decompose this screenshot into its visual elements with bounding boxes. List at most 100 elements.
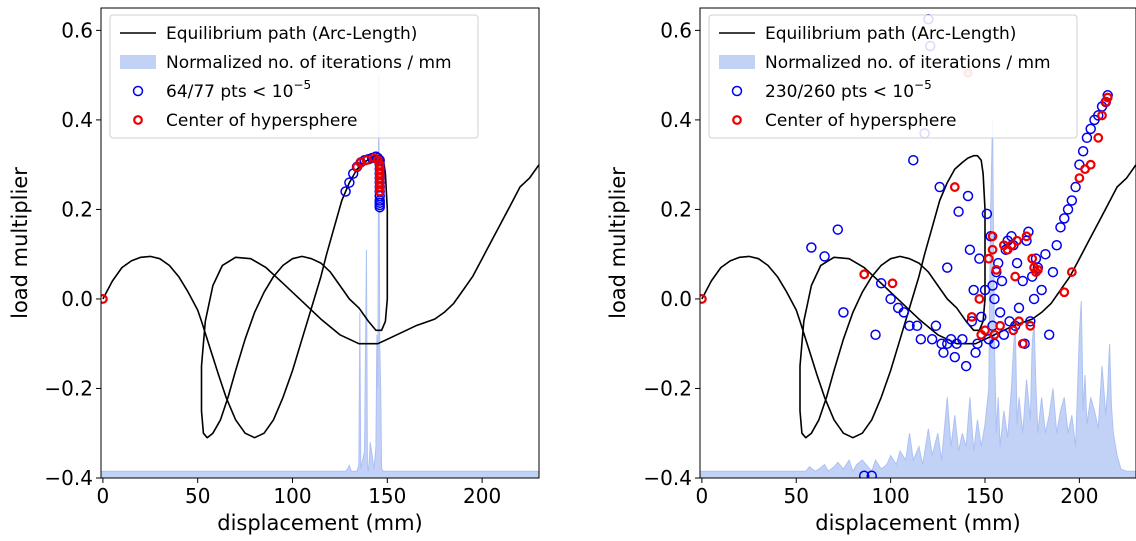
converged-point	[998, 329, 1010, 341]
y-axis-label: load multiplier	[606, 167, 630, 319]
converged-point	[838, 307, 849, 318]
legend-center-swatch	[732, 115, 742, 125]
converged-point	[898, 307, 910, 318]
legend-label: Equilibrium path (Arc-Length)	[166, 24, 417, 44]
y-tick-label: 0.2	[660, 197, 692, 221]
x-tick-label: 50	[185, 484, 210, 508]
converged-point	[1043, 329, 1055, 341]
converged-point	[996, 275, 1008, 287]
hypersphere-center	[374, 173, 385, 183]
converged-point	[989, 293, 1000, 305]
converged-point	[1070, 181, 1081, 193]
converged-point	[806, 242, 817, 253]
legend-patch-swatch	[120, 55, 156, 69]
x-tick-label: 100	[273, 484, 311, 508]
hypersphere-center	[374, 177, 385, 188]
hypersphere-center	[989, 329, 1000, 340]
converged-point	[1093, 110, 1104, 121]
converged-point	[344, 177, 355, 188]
hypersphere-center	[101, 294, 108, 304]
y-tick-label: 0.4	[660, 108, 692, 132]
converged-point	[908, 154, 919, 166]
converged-point	[832, 224, 844, 235]
converged-point	[964, 244, 976, 255]
converged-point	[340, 186, 351, 197]
hypersphere-center	[983, 253, 994, 264]
converged-point	[1013, 302, 1025, 314]
hypersphere-center	[859, 269, 870, 280]
chart-panel-left: 0 50 100 150 200 −0.4 −0.2 0.0 0.2 0.4 0.6 displac…	[8, 7, 540, 535]
x-tick-label: 200	[1060, 484, 1098, 508]
hypersphere-center	[1085, 159, 1096, 170]
converged-point	[957, 333, 968, 345]
hypersphere-center	[966, 311, 977, 322]
equilibrium-path-line	[102, 154, 539, 439]
legend-point-swatch	[731, 85, 743, 97]
converged-point	[870, 329, 881, 341]
converged-point	[885, 293, 896, 305]
converged-point	[1028, 293, 1040, 305]
converged-point	[930, 320, 942, 332]
hypersphere-center	[1059, 287, 1070, 298]
hypersphere-center	[995, 320, 1006, 331]
converged-point	[1059, 213, 1070, 224]
converged-point	[1025, 316, 1036, 327]
converged-point	[1011, 257, 1023, 269]
legend: Equilibrium path (Arc-Length) Normalized …	[109, 14, 479, 139]
y-tick-label: 0.4	[61, 108, 93, 132]
converged-point	[960, 360, 972, 372]
converged-point	[968, 284, 979, 296]
converged-point	[1085, 123, 1096, 135]
hypersphere-center	[987, 244, 998, 255]
chart-panel-right: 0 50 100 150 200 −0.4 −0.2 0.0 0.2 0.4 0.6 displac…	[606, 7, 1136, 535]
y-tick-label: −0.4	[643, 466, 692, 490]
legend-center-swatch	[133, 115, 143, 125]
axes-frame	[100, 7, 540, 479]
hypersphere-center	[1021, 231, 1032, 242]
y-tick-label: −0.2	[44, 376, 93, 400]
x-tick-label: 50	[784, 484, 809, 508]
hypersphere-center	[991, 264, 1002, 275]
hypersphere-center	[374, 159, 385, 170]
converged-point	[1066, 195, 1078, 206]
x-axis-label: displacement (mm)	[815, 511, 1021, 535]
hypersphere-center	[1032, 264, 1043, 275]
converged-point	[911, 320, 923, 332]
legend-label: Normalized no. of iterations / mm	[166, 53, 452, 73]
legend-label: Equilibrium path (Arc-Length)	[765, 24, 1016, 44]
hypersphere-center	[1102, 92, 1113, 103]
hypersphere-center	[374, 186, 385, 197]
hypersphere-center	[1027, 253, 1038, 264]
legend-box	[708, 14, 1078, 139]
converged-point	[1047, 266, 1059, 278]
x-tick-label: 150	[368, 484, 406, 508]
hypersphere-center	[374, 182, 385, 192]
hypersphere-center	[1025, 320, 1036, 331]
converged-point	[981, 208, 993, 220]
iterations-area	[101, 75, 539, 478]
hypersphere-center	[887, 278, 898, 289]
hypersphere-center	[1074, 173, 1085, 183]
legend-label: Center of hypersphere	[765, 111, 956, 131]
converged-point	[938, 347, 949, 358]
iterations-area	[700, 119, 1136, 478]
legend-label: 230/260 pts < 10−5	[765, 78, 932, 102]
hypersphere-center	[987, 231, 998, 242]
hypersphere-center	[374, 164, 385, 175]
x-axis-label: displacement (mm)	[217, 511, 423, 535]
converged-point	[1023, 226, 1034, 238]
legend-point-swatch	[132, 85, 144, 97]
converged-point	[1062, 204, 1074, 215]
converged-point	[1051, 239, 1062, 251]
converged-point	[904, 320, 915, 332]
hypersphere-center	[974, 294, 985, 304]
converged-point	[1040, 248, 1051, 260]
converged-point	[1055, 222, 1066, 233]
converged-point	[1036, 284, 1047, 296]
legend-label: Normalized no. of iterations / mm	[765, 53, 1051, 73]
x-tick-label: 0	[97, 484, 110, 508]
hypersphere-center	[1097, 110, 1107, 121]
hypersphere-center	[700, 294, 707, 304]
converged-point	[374, 201, 385, 213]
